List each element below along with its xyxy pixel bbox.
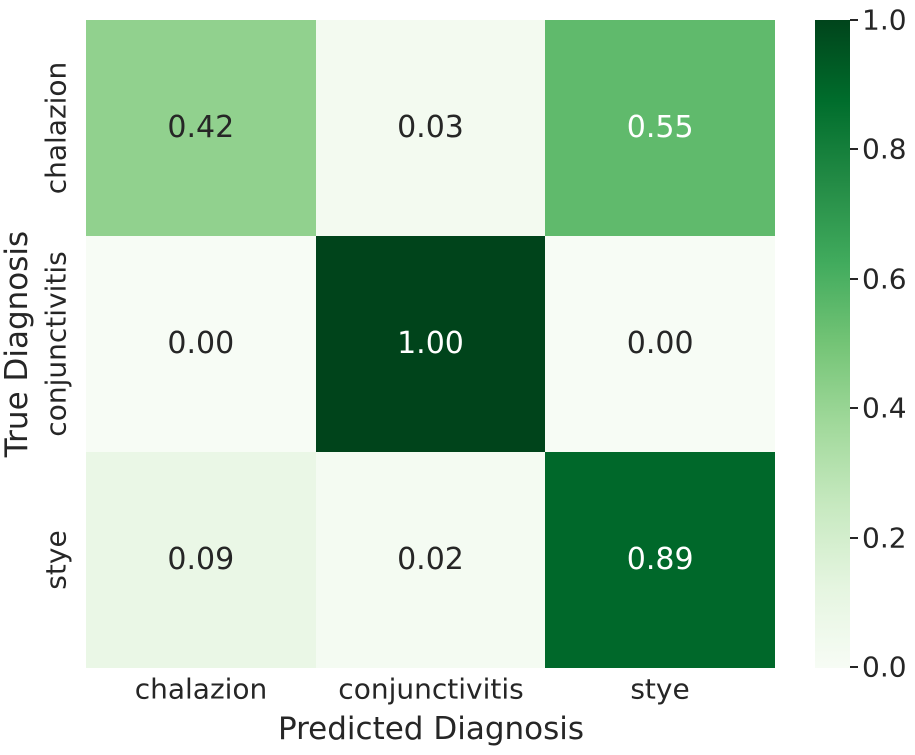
y-tick-chalazion: chalazion [39, 61, 73, 195]
colorbar-tick-1.0: 1.0 [862, 3, 907, 37]
x-tick-conjunctivitis: conjunctivitis [338, 672, 524, 706]
cell-value: 0.00 [626, 326, 694, 361]
cell-value: 0.42 [167, 110, 235, 145]
cell-r1c0: 0.00 [86, 236, 316, 452]
cell-value: 0.03 [397, 110, 464, 145]
y-axis-label: True Diagnosis [0, 230, 35, 458]
cell-value: 0.09 [167, 542, 235, 577]
colorbar-tick-0.4: 0.4 [862, 391, 907, 425]
cell-value: 0.02 [397, 542, 464, 577]
cell-r1c2: 0.00 [545, 236, 775, 452]
heatmap-grid: 0.42 0.03 0.55 0.00 1.00 0.00 0.09 0.02 … [86, 20, 775, 668]
cell-value: 0.55 [626, 110, 694, 145]
colorbar-tick-mark [850, 19, 858, 21]
y-tick-conjunctivitis: conjunctivitis [39, 251, 73, 437]
colorbar [815, 20, 850, 668]
cell-value: 0.89 [626, 542, 694, 577]
cell-r2c1: 0.02 [315, 452, 546, 668]
colorbar-tick-mark [850, 278, 858, 280]
colorbar-tick-0.0: 0.0 [862, 650, 907, 684]
colorbar-tick-mark [850, 148, 858, 150]
colorbar-tick-0.6: 0.6 [862, 262, 907, 296]
cell-r0c0: 0.42 [86, 20, 316, 236]
cell-value: 0.00 [167, 326, 235, 361]
cell-r1c1: 1.00 [315, 236, 546, 452]
x-axis-label: Predicted Diagnosis [277, 711, 585, 747]
x-tick-chalazion: chalazion [134, 672, 268, 706]
colorbar-tick-mark [850, 407, 858, 409]
x-tick-stye: stye [630, 672, 690, 706]
cell-r2c0: 0.09 [86, 452, 316, 668]
y-tick-stye: stye [39, 530, 73, 590]
colorbar-tick-0.8: 0.8 [862, 132, 907, 166]
colorbar-tick-0.2: 0.2 [862, 521, 907, 555]
cell-value: 1.00 [397, 326, 464, 361]
colorbar-tick-mark [850, 666, 858, 668]
colorbar-tick-mark [850, 537, 858, 539]
cell-r0c1: 0.03 [315, 20, 546, 236]
cell-r0c2: 0.55 [545, 20, 775, 236]
cell-r2c2: 0.89 [545, 452, 775, 668]
